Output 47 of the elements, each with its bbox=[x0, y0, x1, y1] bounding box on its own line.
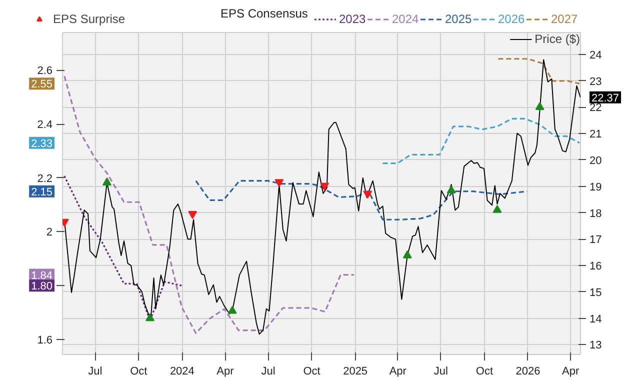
x-tick-label: Jul bbox=[261, 366, 276, 378]
y-tick-label: 2.15 bbox=[31, 186, 53, 198]
legend-label: 2025 bbox=[445, 12, 472, 26]
y2-tick-label: 16 bbox=[590, 260, 602, 273]
legend-label: Price ($) bbox=[534, 32, 580, 46]
y-tick-label: 2.33 bbox=[31, 138, 53, 150]
y2-tick-label: 21 bbox=[590, 128, 602, 141]
line-series bbox=[64, 75, 355, 334]
x-tick-label: Oct bbox=[130, 366, 148, 378]
y2-tick-label: 18 bbox=[590, 208, 602, 220]
x-tick-label: 2024 bbox=[170, 366, 194, 378]
y2-tick-label: 14 bbox=[590, 313, 602, 326]
y-tick-label: 2.55 bbox=[31, 78, 53, 91]
y2-tick-label: 19 bbox=[590, 181, 602, 194]
x-tick-label: 2026 bbox=[516, 366, 540, 378]
x-tick-label: Jul bbox=[434, 366, 448, 378]
y2-tick-label: 22.37 bbox=[592, 92, 620, 104]
x-tick-label: Oct bbox=[476, 366, 494, 378]
y2-tick-label: 24 bbox=[590, 49, 602, 62]
y-tick-label: 1.80 bbox=[31, 280, 53, 293]
y2-tick-label: 15 bbox=[590, 286, 602, 299]
y2-tick-label: 23 bbox=[590, 76, 602, 88]
line-series bbox=[64, 59, 580, 335]
y-tick-label: 1.6 bbox=[37, 334, 53, 346]
x-tick-label: Apr bbox=[562, 366, 580, 378]
y-tick-label: 2.2 bbox=[37, 172, 53, 185]
line-series bbox=[382, 118, 580, 164]
line-series bbox=[497, 58, 580, 84]
legend-title: EPS Consensus bbox=[220, 6, 308, 20]
y2-tick-label: 17 bbox=[590, 234, 602, 246]
legend-label: 2026 bbox=[498, 12, 525, 26]
y2-tick-label: 22 bbox=[590, 102, 602, 114]
legend-label: 2024 bbox=[392, 12, 419, 26]
legend-label: 2023 bbox=[339, 12, 366, 26]
y-tick-label: 2.4 bbox=[37, 119, 53, 132]
y-tick-label: 2.6 bbox=[37, 65, 53, 78]
x-tick-label: Apr bbox=[389, 366, 407, 378]
x-tick-label: Jul bbox=[88, 366, 102, 378]
y2-tick-label: 20 bbox=[590, 154, 602, 167]
x-tick-label: Oct bbox=[303, 366, 320, 378]
x-tick-label: Apr bbox=[216, 366, 234, 378]
legend-label: EPS Surprise bbox=[53, 12, 126, 26]
y2-tick-label: 13 bbox=[590, 340, 602, 352]
x-tick-label: 2025 bbox=[343, 366, 368, 378]
y-tick-label: 2 bbox=[46, 226, 53, 239]
y-tick-label: 1.84 bbox=[31, 270, 53, 282]
legend-label: 2027 bbox=[551, 12, 578, 26]
